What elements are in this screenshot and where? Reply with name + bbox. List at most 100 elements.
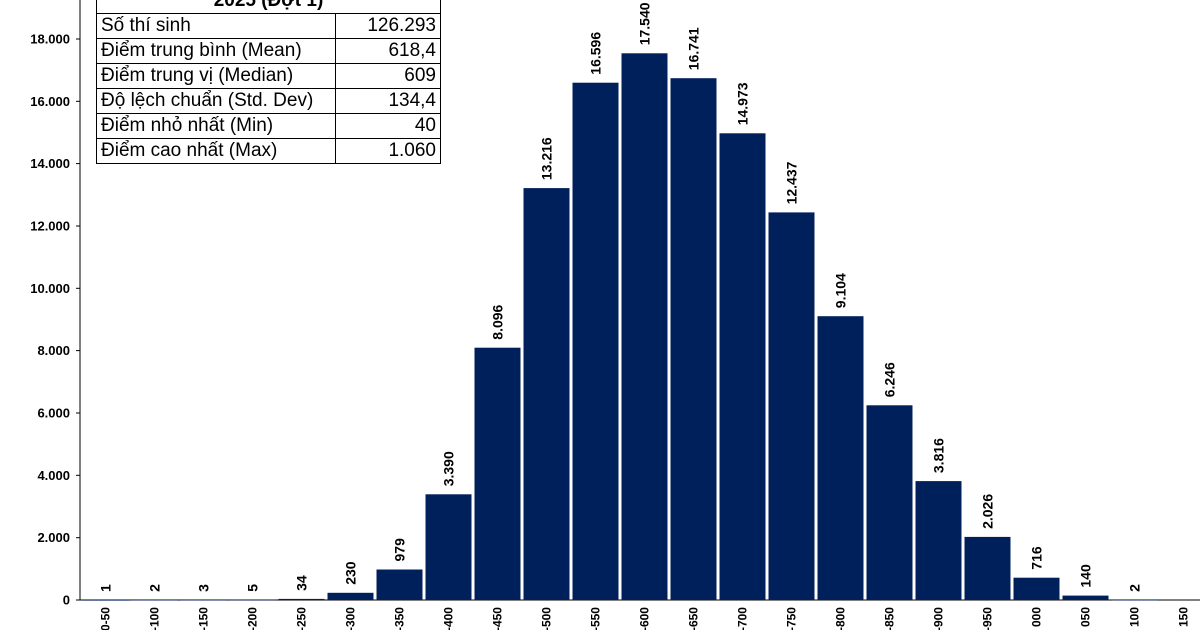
x-tick-label: -950: [981, 607, 995, 630]
x-tick-label: -450: [491, 607, 505, 630]
data-label: 1: [98, 584, 114, 592]
x-tick-label: -500: [540, 607, 554, 630]
x-tick-label: -600: [638, 607, 652, 630]
data-label: 2: [147, 584, 163, 592]
bar-400-450: [474, 347, 521, 600]
stats-row-value: 40: [335, 113, 441, 139]
bar-950-1000: [1013, 577, 1060, 600]
y-tick-label: 18.000: [30, 32, 70, 47]
statistics-table: 2025 (Đợt 1) Số thí sinh 126.293 Điểm tr…: [96, 0, 441, 164]
stats-row: Điểm trung vị (Median) 609: [96, 63, 441, 89]
x-tick-label: -400: [442, 607, 456, 630]
y-tick-label: 8.000: [37, 343, 70, 358]
stats-row-value: 1.060: [335, 138, 441, 164]
stats-row-label: Số thí sinh: [96, 13, 336, 39]
x-tick-label: 100: [1128, 607, 1142, 627]
x-tick-label: -150: [197, 607, 211, 630]
x-tick-label: -250: [295, 607, 309, 630]
bar-650-700: [719, 133, 766, 601]
y-ticks-group: 0 2.000 4.000 6.000 8.000 10.000 12.000 14.000 1…: [30, 32, 80, 608]
data-label: 5: [245, 584, 261, 592]
stats-row-label: Điểm cao nhất (Max): [96, 138, 336, 164]
y-tick-label: 12.000: [30, 219, 70, 234]
x-tick-label: 150: [1177, 607, 1191, 627]
bar-800-850: [866, 405, 913, 600]
data-label: 6.246: [882, 362, 898, 397]
stats-row-value: 618,4: [335, 38, 441, 64]
y-tick-label: 2.000: [37, 530, 70, 545]
x-tick-label: 000: [1030, 607, 1044, 627]
stats-row: Điểm trung bình (Mean) 618,4: [96, 38, 441, 64]
data-labels-group: 1 2 3 5 34 230 979 3.390 8.096 13.216 16.596 17.540…: [98, 2, 1143, 592]
x-tick-label: -850: [883, 607, 897, 630]
x-ticks-group: 0-50 -100 -150 -200 -250 -300 -350 -400 -450 -500…: [99, 607, 1191, 630]
stats-row-value: 134,4: [335, 88, 441, 114]
y-tick-label: 16.000: [30, 94, 70, 109]
stats-row-label: Điểm trung vị (Median): [96, 63, 336, 89]
stats-row: Số thí sinh 126.293: [96, 13, 441, 39]
stats-row-label: Điểm trung bình (Mean): [96, 38, 336, 64]
bar-0-50: [82, 600, 129, 601]
data-label: 2.026: [980, 494, 996, 529]
bar-450-500: [523, 188, 570, 600]
data-label: 13.216: [539, 137, 555, 180]
bar-500-550: [572, 82, 619, 600]
y-tick-label: 0: [63, 593, 70, 608]
data-label: 3.390: [441, 451, 457, 486]
data-label: 34: [294, 575, 310, 591]
y-tick-label: 10.000: [30, 281, 70, 296]
data-label: 716: [1029, 546, 1045, 570]
bar-700-750: [768, 212, 815, 600]
bar-250-300: [327, 592, 374, 600]
data-label: 14.973: [735, 82, 751, 125]
data-label: 16.596: [588, 32, 604, 75]
data-label: 3.816: [931, 438, 947, 473]
x-tick-label: -800: [834, 607, 848, 630]
bars-group: [82, 53, 1158, 601]
data-label: 3: [196, 584, 212, 592]
data-label: 140: [1078, 564, 1094, 588]
data-label: 8.096: [490, 304, 506, 339]
data-label: 230: [343, 561, 359, 585]
bar-1000-1050: [1062, 595, 1109, 600]
bar-150-200: [229, 599, 276, 601]
x-tick-label: -750: [785, 607, 799, 630]
bar-850-900: [915, 481, 962, 600]
stats-row: Điểm cao nhất (Max) 1.060: [96, 138, 441, 164]
stats-header: 2025 (Đợt 1): [96, 0, 441, 14]
x-tick-label: 050: [1079, 607, 1093, 627]
stats-row: Độ lệch chuẩn (Std. Dev) 134,4: [96, 88, 441, 114]
x-tick-label: -100: [148, 607, 162, 630]
stats-row-value: 609: [335, 63, 441, 89]
bar-600-650: [670, 78, 717, 600]
bar-50-100: [131, 599, 178, 601]
y-tick-label: 4.000: [37, 468, 70, 483]
x-tick-label: -200: [246, 607, 260, 630]
bar-200-250: [278, 598, 325, 600]
x-tick-label: -550: [589, 607, 603, 630]
data-label: 2: [1127, 584, 1143, 592]
bar-300-350: [376, 569, 423, 600]
bar-750-800: [817, 316, 864, 600]
x-tick-label: -350: [393, 607, 407, 630]
bar-900-950: [964, 536, 1011, 600]
stats-row-label: Độ lệch chuẩn (Std. Dev): [96, 88, 336, 114]
stats-row-value: 126.293: [335, 13, 441, 39]
x-tick-label: 0-50: [99, 607, 113, 630]
y-tick-label: 6.000: [37, 406, 70, 421]
data-label: 9.104: [833, 273, 849, 308]
x-tick-label: -700: [736, 607, 750, 630]
stats-row-label: Điểm nhỏ nhất (Min): [96, 113, 336, 139]
bar-100-150: [180, 599, 227, 601]
x-tick-label: -900: [932, 607, 946, 630]
data-label: 17.540: [637, 2, 653, 45]
data-label: 979: [392, 538, 408, 562]
bar-1050-1100: [1111, 599, 1158, 601]
x-tick-label: -300: [344, 607, 358, 630]
y-tick-label: 14.000: [30, 156, 70, 171]
data-label: 16.741: [686, 27, 702, 70]
x-tick-label: -650: [687, 607, 701, 630]
bar-550-600: [621, 53, 668, 601]
bar-350-400: [425, 494, 472, 600]
